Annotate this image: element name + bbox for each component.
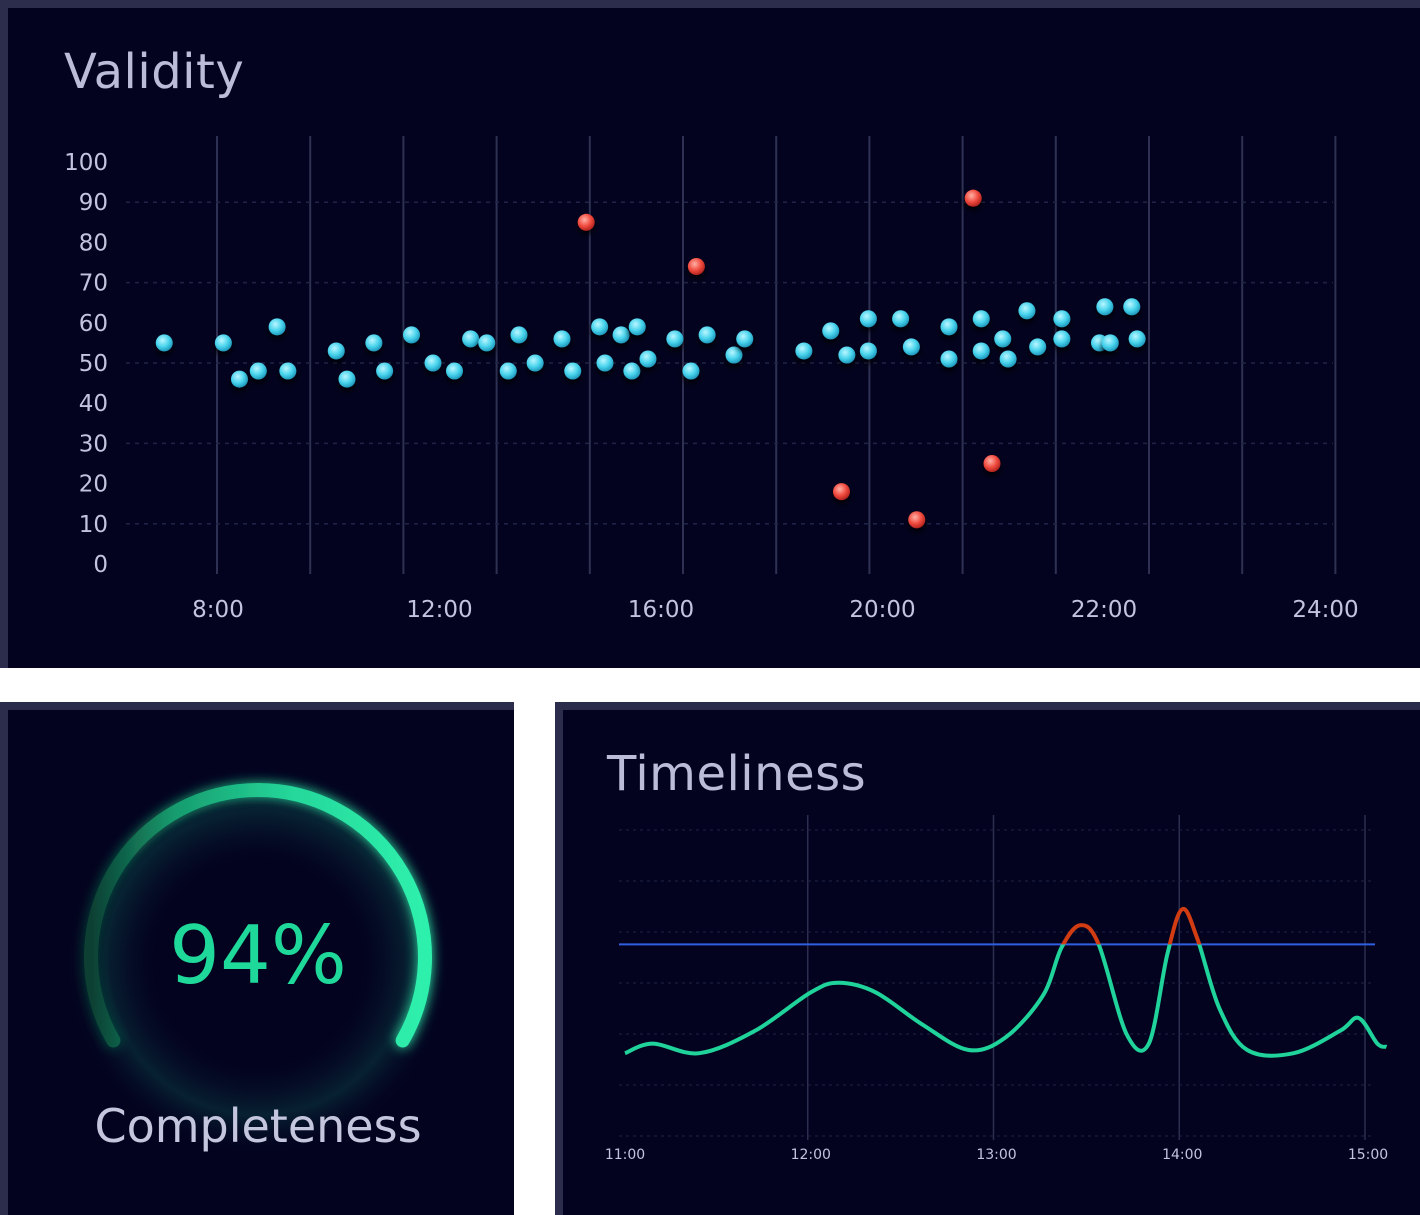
y-tick-label: 50	[79, 351, 108, 377]
data-point	[838, 346, 856, 364]
data-point	[628, 318, 646, 336]
data-point	[1053, 330, 1071, 348]
timeliness-title: Timeliness	[607, 746, 867, 802]
data-point	[892, 310, 910, 328]
data-point	[859, 310, 877, 328]
data-point	[327, 342, 345, 360]
outlier-point	[964, 189, 982, 207]
data-point	[859, 342, 877, 360]
completeness-panel: 94% Completeness	[0, 702, 514, 1215]
x-tick-label: 8:00	[192, 597, 244, 623]
data-point	[365, 334, 383, 352]
x-tick-label: 24:00	[1292, 597, 1358, 623]
data-point	[972, 310, 990, 328]
t-x-tick-label: 11:00	[605, 1147, 645, 1163]
data-point	[725, 346, 743, 364]
y-tick-label: 60	[79, 311, 108, 337]
t-x-tick-label: 15:00	[1348, 1147, 1388, 1163]
validity-title: Validity	[64, 44, 245, 100]
data-point	[902, 338, 920, 356]
data-point	[682, 362, 700, 380]
data-point	[972, 342, 990, 360]
data-point	[1123, 298, 1141, 316]
data-point	[155, 334, 173, 352]
data-point	[940, 318, 958, 336]
outlier-point	[687, 258, 705, 276]
completeness-gauge: 94% Completeness	[68, 773, 448, 1153]
data-point	[338, 370, 356, 388]
data-point	[1018, 302, 1036, 320]
outlier-point	[833, 483, 850, 501]
data-point	[231, 370, 248, 388]
data-point	[623, 362, 641, 380]
data-point	[596, 354, 614, 372]
y-tick-label: 80	[79, 230, 108, 256]
data-point	[249, 362, 267, 380]
data-point	[526, 354, 544, 372]
data-point	[499, 362, 517, 380]
x-tick-label: 16:00	[628, 597, 694, 623]
data-point	[403, 326, 420, 344]
outlier-point	[983, 455, 1001, 472]
data-point	[376, 362, 394, 380]
data-point	[424, 354, 442, 372]
data-point	[279, 362, 297, 380]
y-tick-label: 20	[79, 472, 108, 498]
gauge-arc	[84, 783, 432, 1048]
y-tick-label: 0	[93, 552, 108, 578]
data-point	[462, 330, 480, 348]
data-point	[478, 334, 496, 352]
t-x-tick-label: 13:00	[976, 1147, 1016, 1163]
outlier-point	[908, 511, 926, 529]
data-point	[214, 334, 232, 352]
data-point	[639, 350, 657, 368]
data-point	[994, 330, 1012, 348]
x-tick-label: 20:00	[849, 597, 915, 623]
data-point	[1029, 338, 1047, 356]
data-point	[1053, 310, 1071, 328]
y-tick-label: 70	[79, 271, 108, 297]
y-tick-label: 100	[64, 150, 108, 176]
data-point	[553, 330, 571, 348]
timeliness-line	[624, 944, 1388, 1058]
data-point	[698, 326, 716, 344]
data-point	[510, 326, 528, 344]
y-tick-label: 30	[79, 431, 108, 457]
validity-panel: Validity 100 90 80 70 60 50 40 30 20 10 0 8:00 12:0…	[0, 0, 1420, 668]
data-point	[795, 342, 813, 360]
data-point	[999, 350, 1017, 368]
data-point	[612, 326, 630, 344]
completeness-title: Completeness	[94, 1099, 421, 1153]
x-tick-label: 22:00	[1071, 597, 1137, 623]
t-x-tick-label: 14:00	[1162, 1147, 1202, 1163]
x-tick-label: 12:00	[406, 597, 472, 623]
timeliness-chart: 11:00 12:00 13:00 14:00 15:00	[605, 815, 1388, 1163]
y-tick-label: 10	[79, 512, 108, 538]
data-point	[666, 330, 684, 348]
data-point	[268, 318, 286, 336]
data-point	[564, 362, 582, 380]
data-point	[591, 318, 609, 336]
gauge-glow	[68, 773, 448, 1153]
y-tick-label: 90	[79, 190, 108, 216]
data-point	[1096, 298, 1114, 316]
t-x-tick-label: 12:00	[791, 1147, 831, 1163]
timeliness-line-over-threshold	[1060, 906, 1202, 945]
data-point	[736, 330, 754, 348]
data-point	[1128, 330, 1146, 348]
gauge-value: 94%	[169, 909, 347, 1002]
outlier-point	[577, 213, 595, 231]
data-point	[1101, 334, 1119, 352]
data-point	[446, 362, 463, 380]
timeliness-panel: Timeliness 11:00 12:00 13:00 14:00 15:00	[555, 702, 1420, 1215]
y-tick-label: 40	[79, 391, 108, 417]
data-point	[822, 322, 840, 340]
data-point	[940, 350, 958, 368]
